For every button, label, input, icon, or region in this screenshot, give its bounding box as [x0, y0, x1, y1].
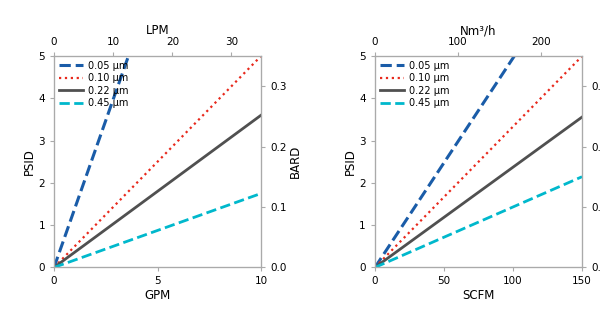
X-axis label: Nm³/h: Nm³/h	[460, 24, 497, 37]
X-axis label: SCFM: SCFM	[462, 289, 494, 302]
Y-axis label: PSID: PSID	[23, 148, 35, 175]
Title: Air: Air	[468, 0, 489, 2]
Y-axis label: PSID: PSID	[344, 148, 356, 175]
X-axis label: LPM: LPM	[146, 24, 169, 37]
Legend: 0.05 μm, 0.10 μm, 0.22 μm, 0.45 μm: 0.05 μm, 0.10 μm, 0.22 μm, 0.45 μm	[57, 59, 130, 110]
Title: Water: Water	[135, 0, 180, 2]
X-axis label: GPM: GPM	[145, 289, 170, 302]
Legend: 0.05 μm, 0.10 μm, 0.22 μm, 0.45 μm: 0.05 μm, 0.10 μm, 0.22 μm, 0.45 μm	[378, 59, 451, 110]
Y-axis label: BARD: BARD	[289, 145, 302, 179]
